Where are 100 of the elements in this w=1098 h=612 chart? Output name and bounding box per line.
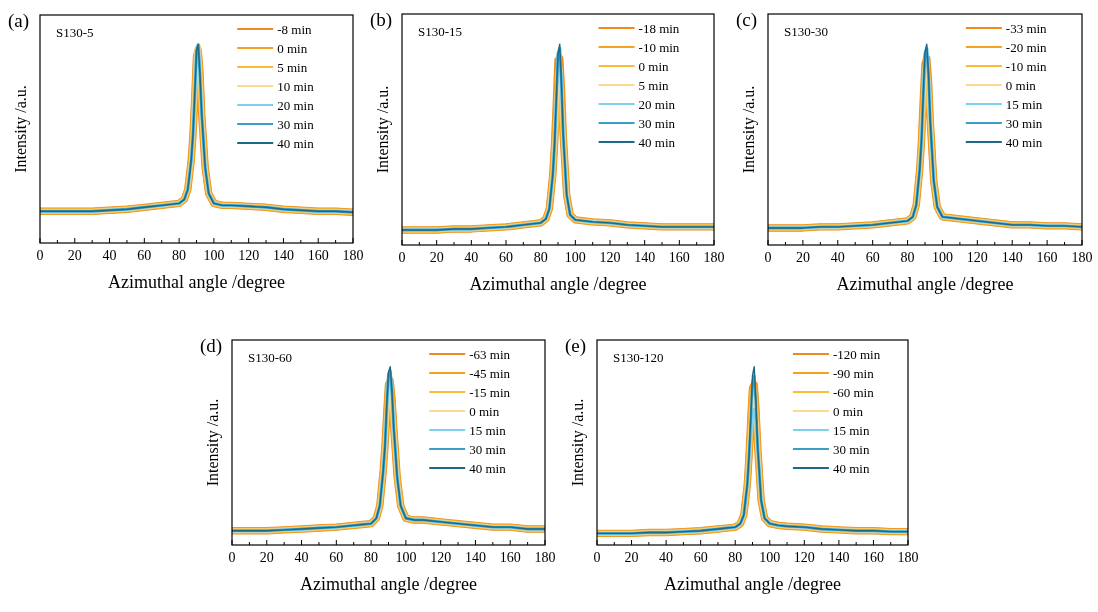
x-tick-label: 80 [728,550,743,565]
legend-label: 30 min [638,115,676,131]
x-tick-label: 60 [329,550,344,565]
x-tick-label: 0 [36,248,44,263]
x-tick-label: 140 [828,550,850,565]
x-tick-label: 20 [624,550,639,565]
legend-label: 30 min [832,441,870,457]
legend-label: 20 min [638,96,676,112]
x-tick-label: 100 [931,250,953,265]
legend-label: -10 min [638,39,680,55]
legend-label: -20 min [1005,39,1048,55]
x-tick-label: 20 [259,550,274,565]
x-tick-label: 40 [464,250,479,265]
legend-label: -63 min [469,346,511,362]
y-axis-title: Intensity /a.u. [569,398,587,487]
x-tick-label: 160 [668,250,690,265]
x-tick-label: 60 [693,550,708,565]
x-tick-label: 120 [599,250,621,265]
legend-label: -90 min [832,365,875,381]
legend-label: -45 min [469,365,511,381]
chart-subtitle: S130-30 [784,24,829,39]
chart-title: (e) [565,335,587,357]
legend-label: 5 min [277,59,308,75]
legend-label: 0 min [469,403,500,419]
legend-label: 30 min [277,116,315,132]
legend-label: -10 min [1005,58,1048,74]
legend-label: 15 min [469,422,507,438]
x-tick-label: 180 [703,250,725,265]
chart-title: (d) [200,335,223,357]
legend-label: -8 min [277,21,312,37]
x-tick-label: 180 [342,248,364,263]
x-tick-label: 0 [764,250,772,265]
x-tick-label: 20 [795,250,810,265]
x-tick-label: 120 [238,248,260,263]
legend-label: 30 min [469,441,507,457]
x-tick-label: 0 [398,250,406,265]
x-tick-label: 140 [464,550,486,565]
x-tick-label: 120 [966,250,988,265]
x-tick-label: 140 [634,250,656,265]
x-tick-label: 40 [830,250,845,265]
legend-label: 0 min [832,403,864,419]
legend-label: 40 min [469,460,507,476]
x-tick-label: 60 [137,248,152,263]
legend-label: 40 min [832,460,870,476]
legend-label: 5 min [638,77,670,93]
x-tick-label: 160 [307,248,329,263]
legend-label: 40 min [638,134,676,150]
x-tick-label: 0 [228,550,236,565]
chart-subtitle: S130-15 [418,24,463,39]
x-tick-label: 180 [534,550,556,565]
legend-label: 10 min [277,78,315,94]
x-tick-label: 100 [564,250,586,265]
legend-label: -33 min [1005,20,1048,36]
chart-subtitle: S130-5 [56,25,94,40]
legend-label: 20 min [277,97,315,113]
x-tick-label: 0 [593,550,601,565]
x-tick-label: 120 [793,550,815,565]
x-tick-label: 160 [862,550,884,565]
y-axis-title: Intensity /a.u. [740,85,758,174]
x-tick-label: 40 [294,550,309,565]
x-tick-label: 40 [659,550,674,565]
x-tick-label: 180 [897,550,919,565]
chart-title: (a) [8,10,30,32]
x-tick-label: 140 [272,248,294,263]
x-tick-label: 20 [429,250,444,265]
chart-subtitle: S130-60 [248,350,293,365]
x-tick-label: 60 [499,250,513,265]
x-axis-title: Azimuthal angle /degree [469,274,647,294]
x-tick-label: 80 [364,550,379,565]
x-tick-label: 80 [900,250,915,265]
x-axis-title: Azimuthal angle /degree [664,574,841,594]
legend-label: 0 min [1005,77,1037,93]
x-tick-label: 100 [395,550,417,565]
x-tick-label: 60 [865,250,880,265]
x-tick-label: 180 [1071,250,1093,265]
chart-subtitle: S130-120 [613,350,664,365]
y-axis-title: Intensity /a.u. [12,85,30,173]
x-tick-label: 160 [1036,250,1058,265]
x-tick-label: 40 [102,248,117,263]
legend-label: -60 min [832,384,875,400]
y-axis-title: Intensity /a.u. [374,85,392,174]
y-axis-title: Intensity /a.u. [204,398,222,487]
legend-label: 0 min [638,58,670,74]
x-tick-label: 140 [1001,250,1023,265]
x-tick-label: 160 [499,550,521,565]
chart-title: (c) [736,9,758,31]
legend-label: 0 min [277,40,308,56]
legend-label: 30 min [1005,115,1043,131]
legend-label: -18 min [638,20,680,36]
x-tick-label: 120 [430,550,452,565]
x-axis-title: Azimuthal angle /degree [108,272,285,292]
x-tick-label: 100 [203,248,225,263]
x-tick-label: 20 [67,248,82,263]
legend-label: -120 min [832,346,881,362]
legend-label: -15 min [469,384,511,400]
x-axis-title: Azimuthal angle /degree [836,274,1014,294]
chart-title: (b) [370,9,393,31]
legend-label: 40 min [277,135,315,151]
x-tick-label: 80 [533,250,548,265]
legend-label: 40 min [1005,134,1043,150]
